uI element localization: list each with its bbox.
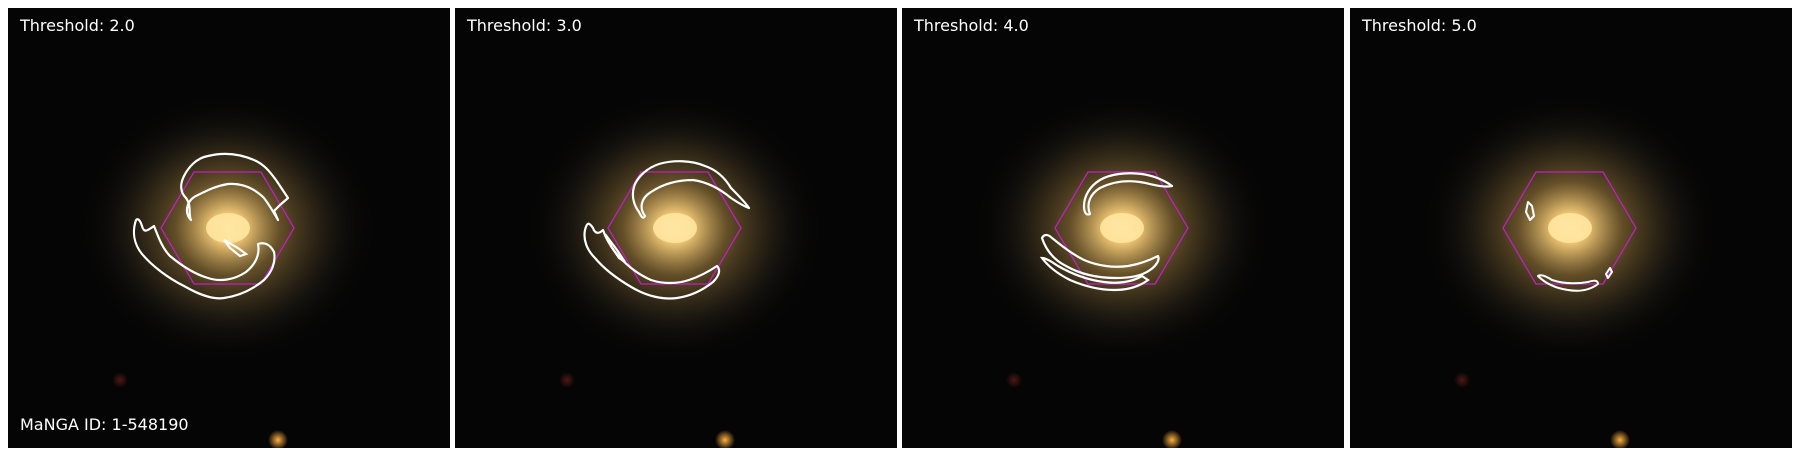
panel-threshold-2: Threshold: 2.0 MaNGA ID: 1-548190: [8, 8, 450, 448]
background-source: [559, 372, 575, 388]
threshold-label: Threshold: 5.0: [1362, 16, 1477, 35]
background-source: [1006, 372, 1022, 388]
galaxy-core: [653, 213, 697, 243]
galaxy-core: [1100, 213, 1144, 243]
galaxy-image: [8, 8, 450, 448]
threshold-label: Threshold: 2.0: [20, 16, 135, 35]
arm-contour: [1040, 233, 1160, 280]
background-star: [715, 430, 735, 448]
arm-contour: [1605, 267, 1613, 279]
galaxy-core: [1548, 213, 1592, 243]
background-star: [1610, 430, 1630, 448]
galaxy-image: [455, 8, 897, 448]
background-star: [268, 430, 288, 448]
background-source: [1454, 372, 1470, 388]
arm-contour: [223, 239, 249, 258]
galaxy-core: [206, 213, 250, 243]
arm-contour: [1537, 274, 1599, 292]
panel-threshold-3: Threshold: 3.0: [455, 8, 897, 448]
ifu-hexagon: [160, 171, 295, 285]
arm-contour: [1039, 256, 1150, 292]
galaxy-image: [1350, 8, 1792, 448]
background-source: [112, 372, 128, 388]
arm-contour: [583, 222, 721, 300]
ifu-hexagon: [607, 171, 742, 285]
background-star: [1162, 430, 1182, 448]
arm-contour: [180, 152, 290, 222]
ifu-hexagon: [1502, 171, 1637, 285]
panel-threshold-4: Threshold: 4.0: [902, 8, 1344, 448]
arm-contour: [604, 233, 626, 263]
threshold-label: Threshold: 4.0: [914, 16, 1029, 35]
threshold-label: Threshold: 3.0: [467, 16, 582, 35]
arm-contour: [1525, 201, 1535, 221]
manga-id-label: MaNGA ID: 1-548190: [20, 415, 189, 434]
panel-threshold-5: Threshold: 5.0: [1350, 8, 1792, 448]
ifu-hexagon: [1054, 171, 1189, 285]
arm-contour: [132, 218, 276, 300]
arm-contour: [631, 160, 751, 219]
galaxy-image: [902, 8, 1344, 448]
arm-contour: [1082, 172, 1174, 216]
